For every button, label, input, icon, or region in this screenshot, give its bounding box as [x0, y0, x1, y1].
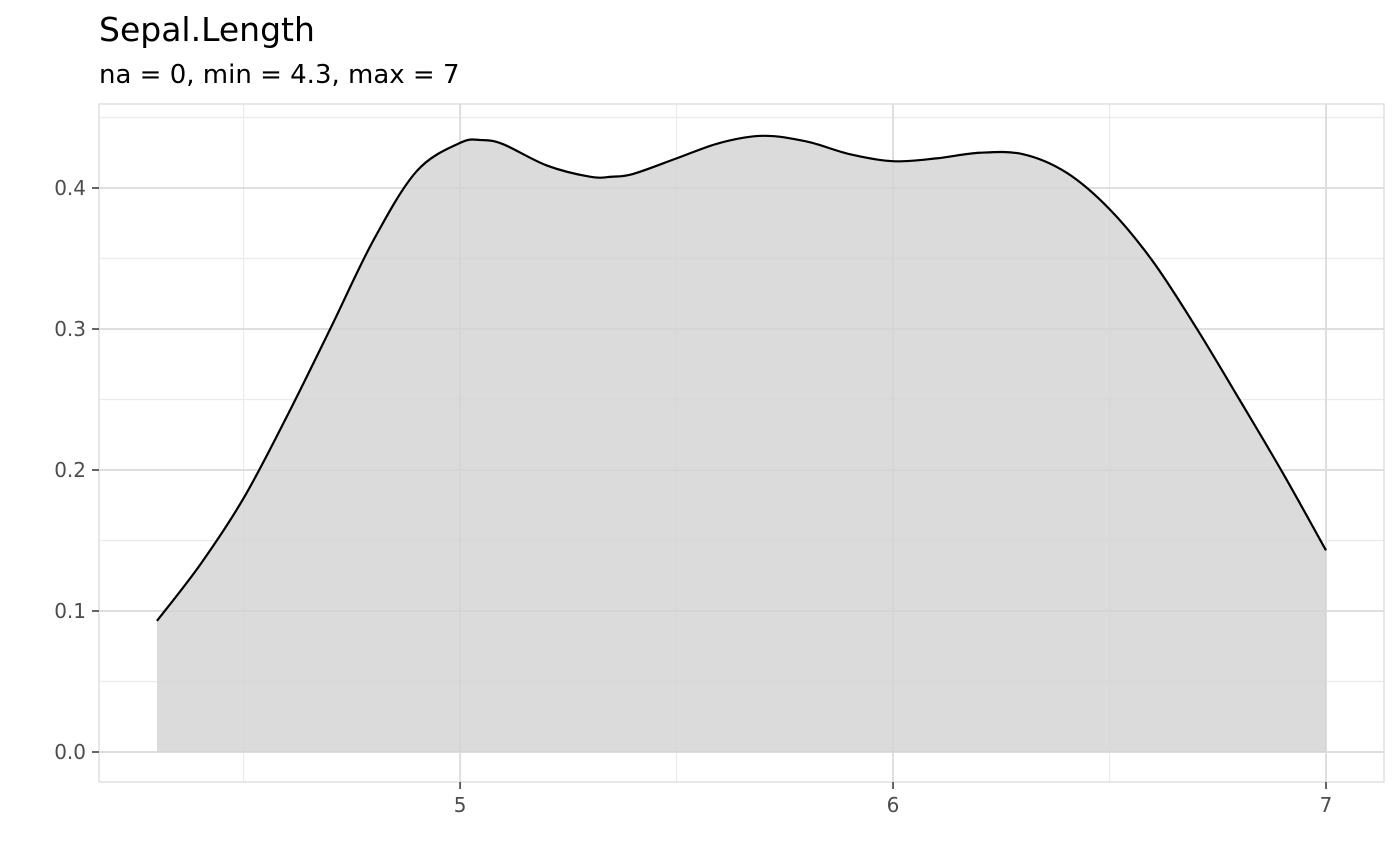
panel-border: [98, 103, 1385, 783]
y-tick-label: 0.4: [54, 176, 86, 200]
y-tick-label: 0.2: [54, 458, 86, 482]
x-tick-label: 6: [887, 793, 900, 817]
y-tick-label: 0.1: [54, 599, 86, 623]
x-tick-label: 5: [454, 793, 467, 817]
axis-labels: 5 6 7 0.0 0.1 0.2 0.3 0.4: [54, 176, 1332, 817]
data-layer: [156, 134, 1327, 752]
y-tick-label: 0.3: [54, 317, 86, 341]
x-tick-label: 7: [1320, 793, 1333, 817]
y-tick-label: 0.0: [54, 740, 86, 764]
chart-subtitle: na = 0, min = 4.3, max = 7: [99, 60, 460, 90]
density-area: [157, 135, 1326, 752]
axis-ticks: [92, 187, 1327, 789]
chart-title: Sepal.Length: [99, 10, 315, 49]
density-line: [156, 134, 1327, 622]
